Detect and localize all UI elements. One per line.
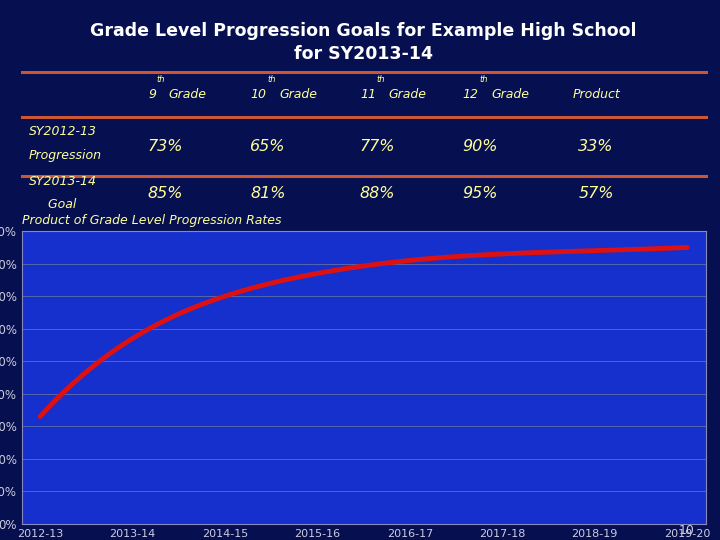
Text: 12: 12 (463, 88, 479, 101)
Text: Grade: Grade (492, 88, 529, 101)
Text: th: th (480, 75, 487, 84)
Text: 11: 11 (360, 88, 376, 101)
Text: 10: 10 (679, 524, 695, 537)
Text: Grade: Grade (168, 88, 207, 101)
Text: 88%: 88% (359, 186, 395, 201)
Text: 90%: 90% (462, 139, 498, 154)
Text: 10: 10 (251, 88, 266, 101)
Text: Progression: Progression (29, 150, 102, 163)
Text: 9: 9 (148, 88, 156, 101)
Text: 57%: 57% (578, 186, 614, 201)
Text: 73%: 73% (148, 139, 183, 154)
Text: 77%: 77% (359, 139, 395, 154)
Text: th: th (377, 75, 385, 84)
Text: Product: Product (572, 88, 620, 101)
Text: Product of Grade Level Progression Rates: Product of Grade Level Progression Rates (22, 214, 281, 227)
Text: SY2013-14: SY2013-14 (29, 176, 96, 188)
Text: 81%: 81% (250, 186, 286, 201)
Text: Grade: Grade (389, 88, 427, 101)
Text: 65%: 65% (250, 139, 286, 154)
Text: th: th (156, 75, 165, 84)
Text: th: th (267, 75, 276, 84)
Text: Goal: Goal (29, 198, 77, 211)
Text: SY2012-13: SY2012-13 (29, 125, 96, 138)
Text: Grade: Grade (279, 88, 318, 101)
Text: 95%: 95% (462, 186, 498, 201)
Text: 33%: 33% (578, 139, 614, 154)
Text: 85%: 85% (148, 186, 183, 201)
Text: Grade Level Progression Goals for Example High School
for SY2013-14: Grade Level Progression Goals for Exampl… (90, 22, 637, 63)
